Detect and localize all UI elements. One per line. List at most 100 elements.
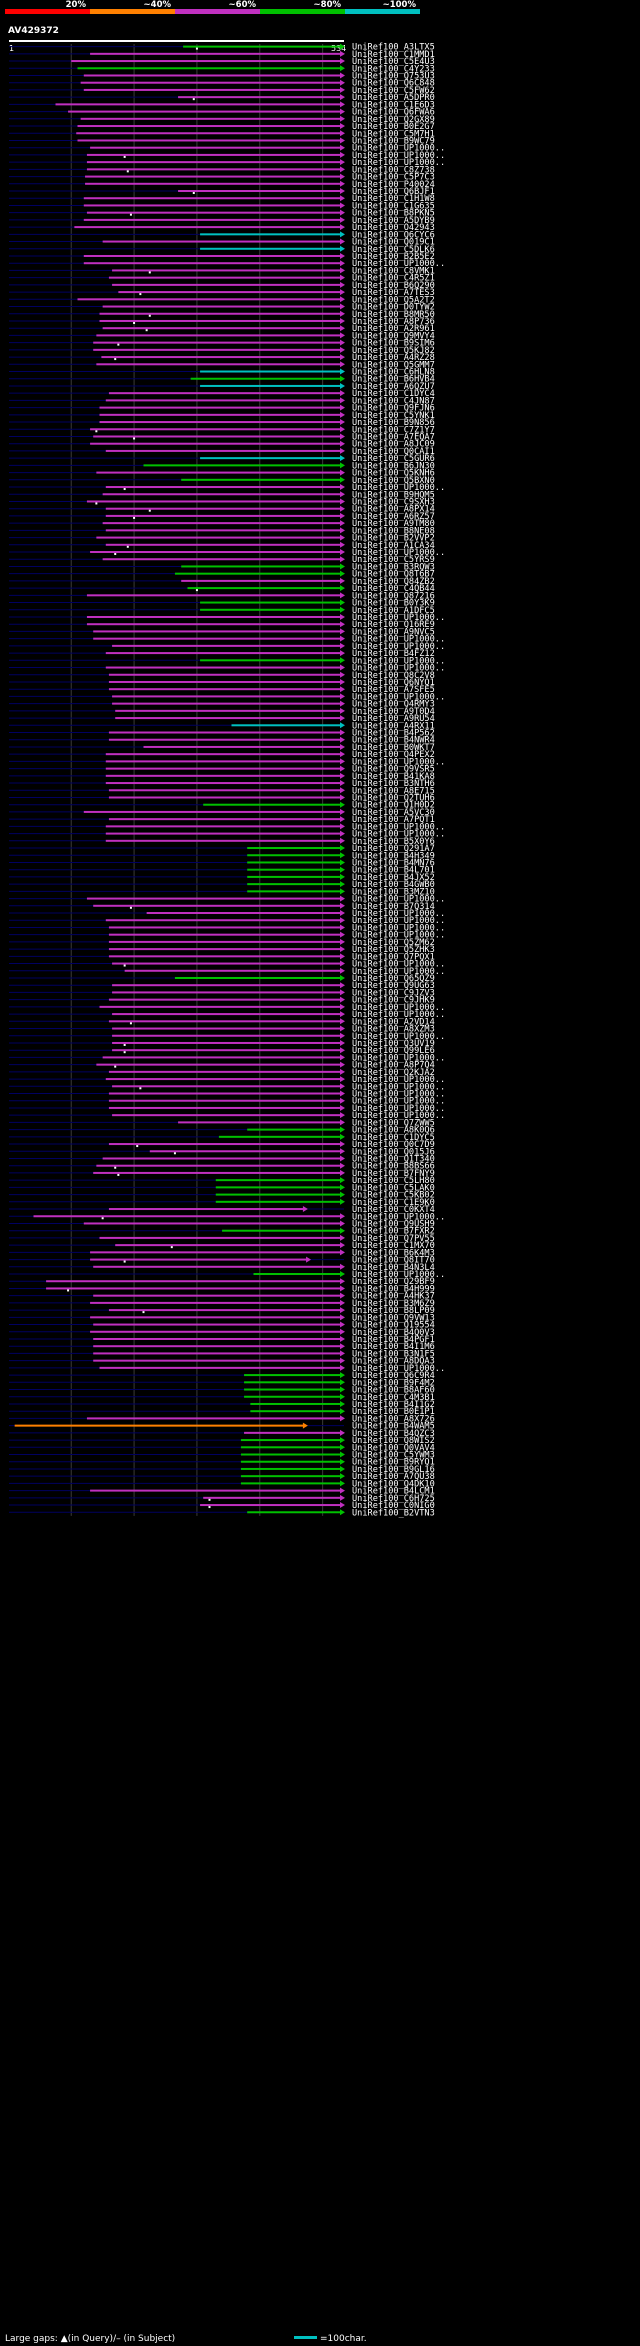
alignment-row[interactable]: UniRef100_Q9UG63: [9, 981, 435, 991]
hit-label[interactable]: UniRef100_C8VMK1: [352, 266, 435, 276]
hit-label[interactable]: UniRef100_UP1000..: [352, 1053, 445, 1063]
alignment-row[interactable]: UniRef100_UP1000..: [9, 1104, 445, 1114]
alignment-row[interactable]: UniRef100_A8XZM3: [9, 1025, 435, 1035]
alignment-row[interactable]: UniRef100_Q2KJA2: [9, 1068, 435, 1078]
alignment-row[interactable]: UniRef100_B4PGF1: [9, 1335, 435, 1345]
hit-label[interactable]: UniRef100_C4Y233: [352, 64, 435, 74]
alignment-row[interactable]: UniRef100_Q99LE6: [9, 1046, 435, 1056]
alignment-row[interactable]: UniRef100_A1DFC5: [9, 606, 435, 616]
alignment-row[interactable]: UniRef100_C1MMD1: [9, 50, 435, 60]
alignment-row[interactable]: UniRef100_UP1000..: [9, 1082, 445, 1092]
hit-label[interactable]: UniRef100_UP1000..: [352, 931, 445, 941]
hit-label[interactable]: UniRef100_B0WKT7: [352, 743, 435, 753]
hit-label[interactable]: UniRef100_UP1000..: [352, 642, 445, 652]
alignment-row[interactable]: UniRef100_A6QZU7: [9, 382, 435, 392]
hit-label[interactable]: UniRef100_C9JHK9: [352, 996, 435, 1006]
alignment-row[interactable]: UniRef100_Q8IT70: [9, 1256, 435, 1266]
alignment-row[interactable]: UniRef100_UP1000..: [9, 1010, 445, 1020]
hit-label[interactable]: UniRef100_A7SFE5: [352, 685, 435, 695]
alignment-row[interactable]: UniRef100_Q8C2V8: [9, 671, 435, 681]
alignment-row[interactable]: UniRef100_Q0C7D9: [9, 1140, 435, 1150]
alignment-row[interactable]: UniRef100_C9SXH3: [9, 497, 435, 507]
alignment-row[interactable]: UniRef100_UP1000..: [9, 483, 445, 493]
hit-label[interactable]: UniRef100_UP1000..: [352, 548, 445, 558]
alignment-row[interactable]: UniRef100_UP1000..: [9, 1075, 445, 1085]
alignment-row[interactable]: UniRef100_UP1000..: [9, 931, 445, 941]
alignment-row[interactable]: UniRef100_B41KA8: [9, 772, 435, 782]
alignment-row[interactable]: UniRef100_B8BS66: [9, 1162, 435, 1172]
alignment-row[interactable]: UniRef100_A8P7Q4: [9, 1061, 435, 1071]
hit-label[interactable]: UniRef100_Q84ZB2: [352, 577, 435, 587]
hit-label[interactable]: UniRef100_Q9UG63: [352, 981, 435, 991]
hit-label[interactable]: UniRef100_Q9MVY4: [352, 331, 435, 341]
alignment-row[interactable]: UniRef100_C1E6D3: [9, 100, 435, 110]
alignment-row[interactable]: UniRef100_UP1000..: [9, 1097, 445, 1107]
alignment-row[interactable]: UniRef100_UP1000..: [9, 916, 445, 926]
hit-label[interactable]: UniRef100_A9RU54: [352, 714, 435, 724]
hit-label[interactable]: UniRef100_A4HK37: [352, 1292, 435, 1302]
alignment-row[interactable]: UniRef100_Q6BJF1: [9, 187, 435, 197]
alignment-row[interactable]: UniRef100_Q8T6B7: [9, 570, 435, 580]
hit-label[interactable]: UniRef100_UP1000..: [352, 1212, 445, 1222]
hit-label[interactable]: UniRef100_Q4PEX2: [352, 750, 435, 760]
hit-label[interactable]: UniRef100_C5YRS9: [352, 555, 435, 565]
alignment-row[interactable]: UniRef100_UP1000..: [9, 923, 445, 933]
hit-label[interactable]: UniRef100_C1G635: [352, 201, 435, 211]
alignment-row[interactable]: UniRef100_B4QZC3: [9, 1429, 435, 1439]
alignment-row[interactable]: UniRef100_B0WKT7: [9, 743, 435, 753]
alignment-row[interactable]: UniRef100_B3MZ10: [9, 887, 435, 897]
hit-label[interactable]: UniRef100_Q5ZHK3: [352, 945, 435, 955]
alignment-row[interactable]: UniRef100_A7EQA7: [9, 432, 435, 442]
alignment-row[interactable]: UniRef100_C4JN87: [9, 396, 435, 406]
alignment-row[interactable]: UniRef100_UP1000..: [9, 1032, 445, 1042]
hit-label[interactable]: UniRef100_UP1000..: [352, 664, 445, 674]
hit-label[interactable]: UniRef100_B0E1P1: [352, 1407, 435, 1417]
hit-label[interactable]: UniRef100_Q0C7D9: [352, 1140, 435, 1150]
alignment-row[interactable]: UniRef100_C5E4U3: [9, 57, 435, 67]
alignment-row[interactable]: UniRef100_C4M3B1: [9, 1393, 435, 1403]
alignment-row[interactable]: UniRef100_B4NWR4: [9, 736, 435, 746]
hit-label[interactable]: UniRef100_Q99LE6: [352, 1046, 435, 1056]
alignment-row[interactable]: UniRef100_C4Y233: [9, 64, 435, 74]
hit-label[interactable]: UniRef100_C5YWM3: [352, 1451, 435, 1461]
hit-label[interactable]: UniRef100_B4NWR4: [352, 736, 435, 746]
alignment-row[interactable]: UniRef100_UP1000..: [9, 642, 445, 652]
alignment-row[interactable]: UniRef100_B2VVP2: [9, 534, 435, 544]
hit-label[interactable]: UniRef100_C1DYC4: [352, 389, 435, 399]
hit-label[interactable]: UniRef100_B4P562: [352, 729, 435, 739]
hit-label[interactable]: UniRef100_B4Q0V3: [352, 1328, 435, 1338]
alignment-row[interactable]: UniRef100_A9RU54: [9, 714, 435, 724]
hit-label[interactable]: UniRef100_Q9VW13: [352, 1313, 435, 1323]
hit-label[interactable]: UniRef100_B6JN30: [352, 461, 435, 471]
hit-label[interactable]: UniRef100_C4M3B1: [352, 1393, 435, 1403]
alignment-row[interactable]: UniRef100_C5YWM3: [9, 1451, 435, 1461]
alignment-row[interactable]: UniRef100_A7TES3: [9, 288, 435, 298]
hit-label[interactable]: UniRef100_Q8WIS2: [352, 1436, 435, 1446]
alignment-row[interactable]: UniRef100_A7QU38: [9, 1472, 435, 1482]
hit-label[interactable]: UniRef100_UP1000..: [352, 1010, 445, 1020]
alignment-row[interactable]: UniRef100_C7Z1Y7: [9, 425, 435, 435]
alignment-row[interactable]: UniRef100_Q65QZ9: [9, 974, 435, 984]
hit-label[interactable]: UniRef100_C5E4U3: [352, 57, 435, 67]
hit-label[interactable]: UniRef100_B8BS66: [352, 1162, 435, 1172]
alignment-row[interactable]: UniRef100_Q7PQX1: [9, 952, 435, 962]
alignment-row[interactable]: UniRef100_B4Q0V3: [9, 1328, 435, 1338]
alignment-row[interactable]: UniRef100_B4WAM5: [9, 1422, 435, 1432]
hit-label[interactable]: UniRef100_B6HVB4: [352, 375, 435, 385]
hit-label[interactable]: UniRef100_A7QU38: [352, 1472, 435, 1482]
alignment-row[interactable]: UniRef100_Q5KJ82: [9, 346, 435, 356]
hit-label[interactable]: UniRef100_Q0CAI1: [352, 447, 435, 457]
hit-label[interactable]: UniRef100_C5KB02: [352, 1191, 435, 1201]
hit-label[interactable]: UniRef100_C1H1W8: [352, 194, 435, 204]
alignment-row[interactable]: UniRef100_B8AF60: [9, 1386, 435, 1396]
alignment-row[interactable]: UniRef100_UP1000..: [9, 656, 445, 666]
hit-label[interactable]: UniRef100_UP1000..: [352, 1032, 445, 1042]
alignment-row[interactable]: UniRef100_Q0VAV4: [9, 1443, 435, 1453]
hit-label[interactable]: UniRef100_Q65QZ9: [352, 974, 435, 984]
hit-label[interactable]: UniRef100_Q2GX89: [352, 115, 435, 125]
hit-label[interactable]: UniRef100_A2R961: [352, 324, 435, 334]
alignment-row[interactable]: UniRef100_A9T0D4: [9, 707, 435, 717]
hit-label[interactable]: UniRef100_C6HLN8: [352, 368, 435, 378]
hit-label[interactable]: UniRef100_C1MMD1: [352, 50, 435, 60]
hit-label[interactable]: UniRef100_C5P7C3: [352, 173, 435, 183]
